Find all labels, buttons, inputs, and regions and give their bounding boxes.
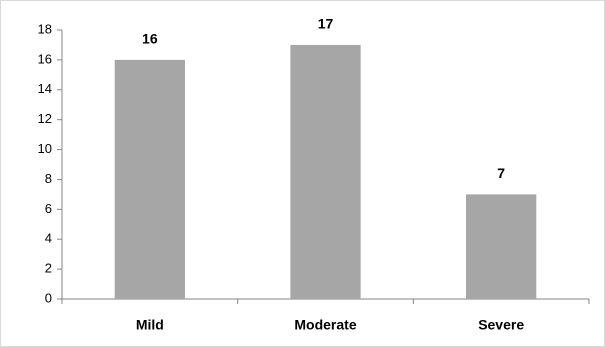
bar (114, 59, 185, 300)
data-label: 16 (142, 31, 158, 47)
x-tick-label: Mild (136, 317, 164, 333)
y-tick-label: 10 (38, 141, 52, 156)
bar (466, 194, 537, 299)
y-tick-label: 14 (38, 81, 52, 96)
y-tick-label: 8 (45, 171, 52, 186)
x-tick-label: Severe (478, 317, 524, 333)
y-tick-label: 16 (38, 51, 52, 66)
y-tick-label: 4 (45, 231, 52, 246)
x-tick-label: Moderate (294, 317, 356, 333)
y-tick-label: 0 (45, 290, 52, 305)
y-tick-label: 18 (38, 21, 52, 36)
data-label: 17 (318, 16, 334, 32)
y-tick-label: 6 (45, 201, 52, 216)
bar (290, 44, 361, 299)
y-tick-label: 2 (45, 261, 52, 276)
data-label: 7 (497, 165, 505, 181)
y-tick-label: 12 (38, 111, 52, 126)
